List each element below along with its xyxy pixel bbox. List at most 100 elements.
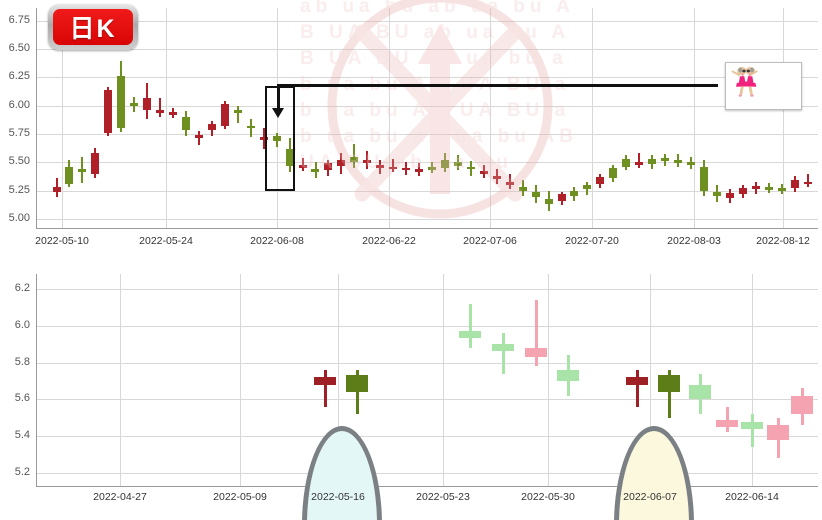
candle-body bbox=[689, 384, 711, 400]
grid-line-vertical bbox=[548, 274, 549, 486]
kline-period-badge[interactable]: 日K bbox=[48, 4, 138, 50]
candle-body bbox=[194, 135, 203, 138]
candle-body bbox=[259, 137, 268, 140]
candle-body bbox=[777, 188, 786, 191]
candle-body bbox=[738, 188, 747, 194]
candle-body bbox=[661, 157, 670, 162]
candle-body bbox=[492, 344, 514, 352]
candle-body bbox=[609, 167, 618, 179]
x-axis-tick-label: 2022-06-07 bbox=[623, 491, 677, 503]
x-axis-tick-label: 2022-05-10 bbox=[35, 235, 89, 247]
x-axis-tick-label: 2022-07-20 bbox=[565, 235, 619, 247]
candle-body bbox=[350, 156, 359, 163]
y-axis-tick-label: 5.2 bbox=[14, 466, 30, 479]
pattern-ellipse-ring bbox=[302, 426, 382, 520]
grid-line-vertical bbox=[650, 274, 651, 486]
grid-line-horizontal bbox=[36, 20, 818, 22]
candle-body bbox=[337, 160, 346, 166]
grid-line-vertical bbox=[443, 274, 444, 486]
grid-line-vertical bbox=[166, 8, 167, 228]
grid-line-vertical bbox=[240, 274, 241, 486]
candle-body bbox=[492, 175, 501, 180]
candle-body bbox=[52, 187, 61, 192]
candle-body bbox=[314, 377, 336, 385]
grid-line-horizontal bbox=[36, 133, 818, 135]
candle-body bbox=[544, 198, 553, 205]
kline-period-label: 日K bbox=[53, 9, 133, 45]
x-axis-line bbox=[36, 228, 818, 229]
y-axis-tick-label: 5.75 bbox=[8, 126, 30, 139]
candle-body bbox=[117, 76, 126, 129]
grid-line-horizontal bbox=[36, 436, 818, 438]
candle-body bbox=[363, 160, 372, 164]
candle-wick bbox=[159, 97, 162, 117]
candle-body bbox=[459, 331, 481, 339]
candle-body bbox=[428, 166, 436, 171]
y-axis-tick-label: 6.75 bbox=[8, 13, 30, 26]
y-axis-tick-label: 6.25 bbox=[8, 70, 30, 83]
candle-body bbox=[751, 186, 760, 190]
candle-wick bbox=[366, 150, 369, 169]
y-axis-tick-label: 5.25 bbox=[8, 183, 30, 196]
grid-line-vertical bbox=[338, 274, 339, 486]
candle-body bbox=[389, 166, 398, 170]
grid-line-vertical bbox=[277, 8, 278, 228]
candle-body bbox=[791, 395, 813, 415]
candle-body bbox=[583, 184, 592, 190]
candle-body bbox=[220, 104, 229, 126]
candle-body bbox=[570, 190, 579, 197]
candle-body bbox=[479, 171, 488, 174]
candle-wick bbox=[323, 369, 327, 407]
candle-body bbox=[376, 164, 385, 168]
candle-body bbox=[311, 169, 320, 172]
candle-body bbox=[130, 103, 139, 106]
candle-body bbox=[674, 160, 682, 163]
candle-wick bbox=[667, 369, 671, 418]
grid-line-horizontal bbox=[36, 48, 818, 50]
candle-body bbox=[790, 180, 799, 189]
candle-body bbox=[453, 162, 462, 166]
x-axis-tick-label: 2022-04-27 bbox=[93, 491, 147, 503]
pattern-thumbnail[interactable] bbox=[725, 62, 802, 110]
grid-line-horizontal bbox=[36, 105, 818, 107]
candle-body bbox=[505, 181, 514, 185]
candle-body bbox=[91, 153, 100, 174]
candle-wick bbox=[725, 406, 729, 433]
grid-line-horizontal bbox=[36, 190, 818, 192]
candle-wick bbox=[468, 303, 472, 348]
y-axis-tick-label: 6.00 bbox=[8, 98, 30, 111]
candle-body bbox=[169, 112, 177, 115]
candle-body bbox=[557, 369, 579, 381]
y-axis-tick-label: 5.8 bbox=[14, 355, 30, 368]
candle-body bbox=[596, 177, 605, 184]
grid-line-horizontal bbox=[36, 77, 818, 79]
candle-body bbox=[233, 110, 242, 114]
y-axis-tick-label: 6.0 bbox=[14, 318, 30, 331]
grid-line-vertical bbox=[694, 8, 695, 228]
grid-line-horizontal bbox=[36, 218, 818, 220]
candle-body bbox=[741, 421, 763, 429]
grid-line-horizontal bbox=[36, 325, 818, 327]
x-axis-tick-label: 2022-05-23 bbox=[416, 491, 470, 503]
x-axis-tick-label: 2022-06-22 bbox=[362, 235, 416, 247]
candle-body bbox=[725, 192, 734, 199]
candle-body bbox=[557, 194, 566, 201]
candle-body bbox=[764, 187, 773, 190]
grid-line-vertical bbox=[783, 8, 784, 228]
y-axis-line bbox=[36, 274, 37, 486]
candle-wick bbox=[534, 299, 538, 367]
candle-body bbox=[285, 148, 294, 166]
candle-body bbox=[156, 110, 165, 113]
top-kline-panel: 6.75 6.50 6.25 6.00 5.75 5.50 5.25 5.00 ab ua b… bbox=[0, 0, 822, 258]
candle-body bbox=[716, 419, 738, 427]
candle-wick bbox=[750, 414, 754, 448]
candle-body bbox=[78, 169, 87, 172]
grid-line-vertical bbox=[62, 8, 63, 228]
candle-body bbox=[440, 160, 449, 168]
candle-body bbox=[767, 425, 789, 440]
candle-body bbox=[712, 191, 721, 197]
candle-wick bbox=[355, 369, 359, 415]
candle-body bbox=[518, 187, 527, 191]
grid-line-vertical bbox=[120, 274, 121, 486]
